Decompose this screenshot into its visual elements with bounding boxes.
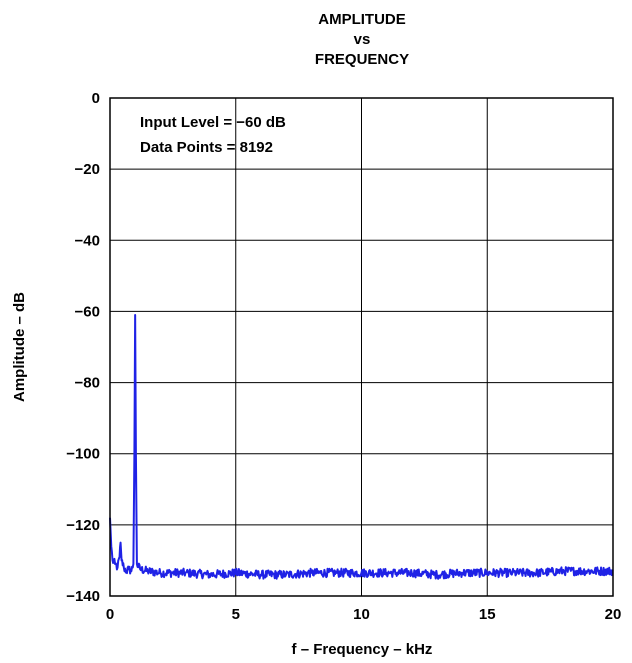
y-tick-label: −20 — [75, 161, 100, 178]
x-tick-label: 20 — [605, 606, 622, 623]
y-tick-labels: 0 −20 −40 −60 −80 −100 −120 −140 — [66, 90, 100, 605]
y-tick-label: 0 — [92, 90, 100, 107]
y-axis-label: Amplitude – dB — [11, 292, 28, 402]
plot-frame — [109, 97, 614, 597]
chart-title-line-2: vs — [354, 31, 371, 48]
annotation-input-level: Input Level = −60 dB — [140, 114, 286, 131]
x-tick-label: 0 — [106, 606, 114, 623]
y-tick-label: −120 — [66, 517, 100, 534]
x-tick-label: 10 — [353, 606, 370, 623]
series-line-amplitude — [109, 313, 614, 580]
y-tick-label: −80 — [75, 375, 100, 392]
chart-title-line-1: AMPLITUDE — [318, 11, 406, 28]
x-axis-label: f – Frequency – kHz — [292, 641, 433, 658]
y-tick-label: −60 — [75, 303, 100, 320]
x-tick-label: 5 — [232, 606, 240, 623]
annotation-data-points: Data Points = 8192 — [140, 139, 273, 156]
x-tick-labels: 0 5 10 15 20 — [106, 606, 622, 623]
y-tick-label: −140 — [66, 588, 100, 605]
chart-title-line-3: FREQUENCY — [315, 51, 409, 68]
grid-lines — [110, 98, 613, 596]
y-tick-label: −40 — [75, 232, 100, 249]
y-tick-label: −100 — [66, 446, 100, 463]
x-tick-label: 15 — [479, 606, 496, 623]
